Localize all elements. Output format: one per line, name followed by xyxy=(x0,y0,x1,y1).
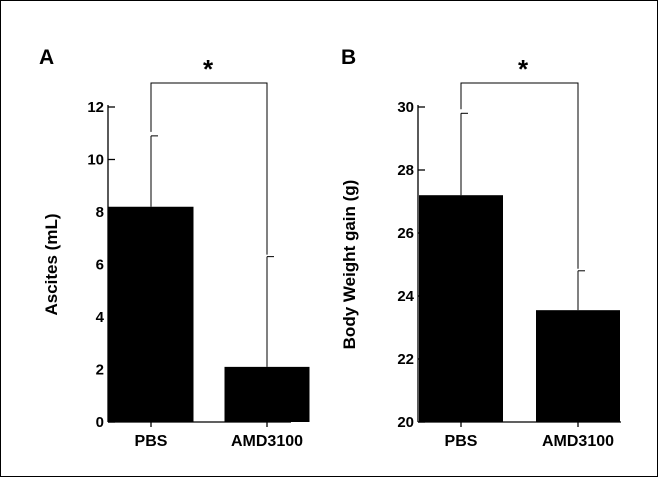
category-label: AMD3100 xyxy=(231,433,303,450)
significance-marker: * xyxy=(203,54,214,84)
category-label: AMD3100 xyxy=(542,433,614,450)
significance-marker: * xyxy=(518,54,529,84)
category-label: PBS xyxy=(135,433,168,450)
y-tick-label: 6 xyxy=(96,257,104,274)
panel-letter: A xyxy=(39,46,54,69)
y-tick-label: 22 xyxy=(397,351,414,368)
y-tick-label: 0 xyxy=(96,414,104,431)
y-axis-label: Ascites (mL) xyxy=(42,213,61,315)
category-label: PBS xyxy=(445,433,478,450)
y-tick-label: 2 xyxy=(96,362,104,379)
y-tick-label: 10 xyxy=(87,152,104,169)
panel-a: A Ascites (mL) 0 2 4 6 8 10 12 PBS AMD3100 * xyxy=(39,46,310,450)
y-tick-label: 28 xyxy=(397,162,414,179)
y-tick-label: 4 xyxy=(96,309,105,326)
bar-pbs xyxy=(419,195,503,422)
panel-letter: B xyxy=(341,46,356,69)
y-tick-label: 24 xyxy=(397,288,414,305)
y-tick-label: 8 xyxy=(96,204,104,221)
y-tick-label: 26 xyxy=(397,225,414,242)
y-tick-label: 12 xyxy=(87,99,104,116)
y-tick-label: 30 xyxy=(397,99,414,116)
bar-amd3100 xyxy=(536,310,620,422)
bar-pbs xyxy=(109,207,194,422)
y-axis-label: Body Weight gain (g) xyxy=(340,180,359,350)
bar-amd3100 xyxy=(225,367,310,422)
y-tick-label: 20 xyxy=(397,414,414,431)
panel-b: B Body Weight gain (g) 20 22 24 26 28 30 PBS AMD3… xyxy=(340,46,621,450)
